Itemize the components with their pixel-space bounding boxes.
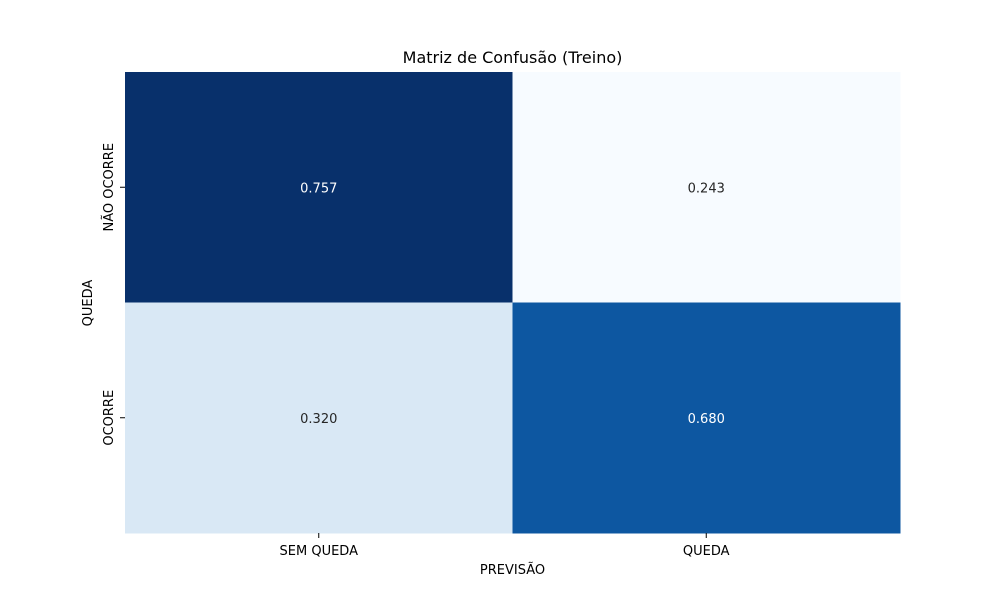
x-axis-label: PREVISÃO	[480, 562, 545, 578]
heatmap-cell-r1-c1	[512, 302, 901, 534]
x-tick-label-0: SEM QUEDA	[280, 544, 359, 559]
chart-title: Matriz de Confusão (Treino)	[403, 48, 623, 67]
y-axis-label: QUEDA	[81, 280, 96, 327]
heatmap-cell-r0-c0	[125, 72, 513, 303]
cell-value-label-r0-c0: 0.757	[300, 181, 337, 196]
cell-value-label-r1-c1: 0.680	[688, 412, 725, 427]
x-tick-label-1: QUEDA	[683, 544, 730, 559]
cell-value-label-r1-c0: 0.320	[300, 412, 337, 427]
y-tick-label-1: OCORRE	[102, 390, 117, 446]
heatmap-cell-r0-c1	[512, 72, 901, 303]
heatmap-cells: 0.757 0.243 0.320 0.680	[125, 72, 901, 534]
y-tick-label-0: NÃO OCORRE	[101, 143, 117, 232]
axis-ticks: SEM QUEDA QUEDA NÃO OCORRE OCORRE	[101, 143, 730, 559]
heatmap-cell-r1-c0	[125, 302, 513, 534]
cell-value-label-r0-c1: 0.243	[688, 181, 725, 196]
